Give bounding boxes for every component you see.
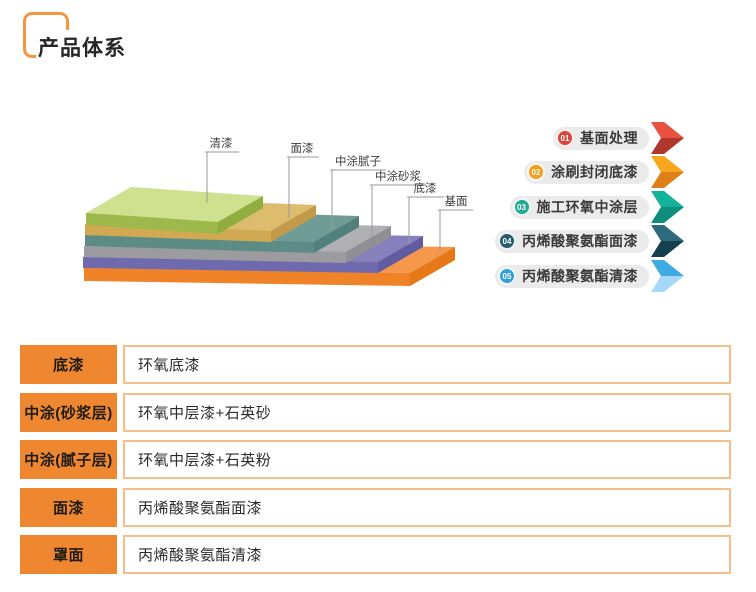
layer-label: 中涂腻子 <box>335 154 381 168</box>
product-system-table: 底漆 环氧底漆 中涂(砂浆层) 环氧中层漆+石英砂 中涂(腻子层) 环氧中层漆+石英粉 面漆… <box>20 345 731 574</box>
chevron-half <box>651 260 684 276</box>
layer-side-4 <box>378 236 423 273</box>
table-row-label: 中涂(腻子层) <box>20 440 117 479</box>
layer-side-2 <box>314 216 359 253</box>
layer-label: 面漆 <box>291 142 314 155</box>
layer-label: 基面 <box>445 195 468 208</box>
step-number-badge: 05 <box>498 267 516 285</box>
chevron-arrow-icon <box>651 156 684 188</box>
chevron-half <box>651 191 684 207</box>
chevron-arrow-icon <box>651 122 684 154</box>
chevron-arrow-icon <box>651 225 684 257</box>
table-row-value: 环氧中层漆+石英粉 <box>123 440 731 479</box>
step-pill: 03 施工环氧中涂层 <box>509 195 649 219</box>
layer-front-5 <box>84 268 410 286</box>
layer-front-2 <box>85 235 314 253</box>
layer-label: 底漆 <box>414 181 437 195</box>
step-label: 丙烯酸聚氨酯清漆 <box>522 268 638 284</box>
page-title: 产品体系 <box>36 30 136 64</box>
step-label: 基面处理 <box>580 130 638 146</box>
chevron-half <box>651 138 684 154</box>
chevron-half <box>651 276 684 292</box>
table-row: 底漆 环氧底漆 <box>20 345 731 384</box>
table-row-value: 环氧中层漆+石英砂 <box>123 392 731 432</box>
layer-label: 清漆 <box>210 137 233 150</box>
table-row-label: 中涂(砂浆层) <box>20 392 117 432</box>
table-row: 中涂(腻子层) 环氧中层漆+石英粉 <box>20 440 731 479</box>
chevron-half <box>651 122 684 138</box>
step-label: 施工环氧中涂层 <box>536 199 638 215</box>
table-row: 罩面 丙烯酸聚氨酯清漆 <box>20 535 731 574</box>
layer-side-5 <box>410 247 455 286</box>
table-row-label: 罩面 <box>20 535 117 574</box>
step-number-badge: 01 <box>556 129 574 147</box>
chevron-half <box>651 225 684 241</box>
process-step-04: 04 丙烯酸聚氨酯面漆 <box>495 224 684 258</box>
chevron-arrow-icon <box>651 191 684 223</box>
table-row-value: 丙烯酸聚氨酯面漆 <box>123 487 731 527</box>
table-row-value: 环氧底漆 <box>123 345 731 384</box>
chevron-half <box>651 241 684 257</box>
layer-side-0 <box>218 196 263 234</box>
layer-side-1 <box>271 205 316 242</box>
step-pill: 02 涂刷封闭底漆 <box>524 160 649 184</box>
layer-side-3 <box>346 226 391 263</box>
step-pill: 01 基面处理 <box>553 126 649 150</box>
step-pill: 04 丙烯酸聚氨酯面漆 <box>495 229 649 253</box>
process-step-03: 03 施工环氧中涂层 <box>509 190 684 224</box>
step-number-badge: 02 <box>527 163 545 181</box>
step-number-badge: 04 <box>498 232 516 250</box>
layer-label: 中涂砂浆 <box>375 169 421 183</box>
step-label: 涂刷封闭底漆 <box>551 164 638 180</box>
table-row-label: 底漆 <box>20 345 117 384</box>
layer-front-0 <box>86 213 218 234</box>
process-step-01: 01 基面处理 <box>553 121 684 155</box>
process-step-05: 05 丙烯酸聚氨酯清漆 <box>495 259 684 293</box>
table-row-value: 丙烯酸聚氨酯清漆 <box>123 535 731 574</box>
chevron-arrow-icon <box>651 260 684 292</box>
table-row: 面漆 丙烯酸聚氨酯面漆 <box>20 487 731 527</box>
step-label: 丙烯酸聚氨酯面漆 <box>522 233 638 249</box>
process-step-02: 02 涂刷封闭底漆 <box>524 155 684 189</box>
table-row-label: 面漆 <box>20 487 117 527</box>
step-pill: 05 丙烯酸聚氨酯清漆 <box>495 264 649 288</box>
chevron-half <box>651 207 684 223</box>
layer-front-1 <box>85 224 271 242</box>
table-row: 中涂(砂浆层) 环氧中层漆+石英砂 <box>20 392 731 432</box>
layer-top-0 <box>86 187 263 222</box>
chevron-half <box>651 172 684 188</box>
chevron-half <box>651 156 684 172</box>
layer-front-3 <box>84 246 346 263</box>
step-number-badge: 03 <box>512 198 531 216</box>
